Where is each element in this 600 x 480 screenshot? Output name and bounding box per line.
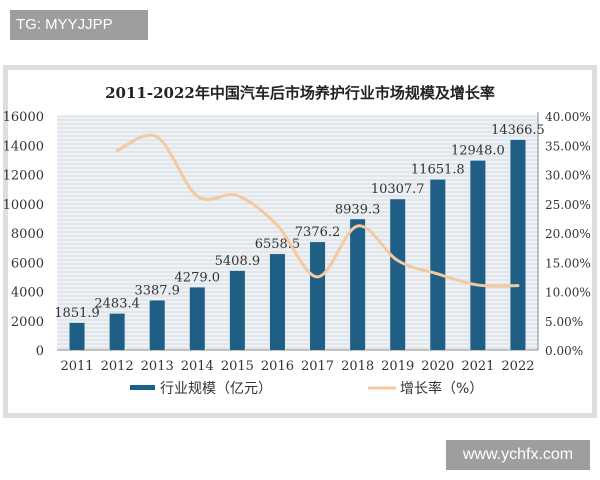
x-tick-label: 2020: [421, 359, 454, 374]
x-tick-label: 2014: [181, 359, 214, 374]
x-tick-label: 2013: [141, 359, 174, 374]
watermark-bottom-right: www.ychfx.com: [446, 440, 590, 470]
right-tick-label: 40.00%: [545, 110, 591, 124]
right-tick-label: 10.00%: [545, 286, 591, 300]
bar-data-label: 10307.7: [371, 182, 425, 197]
left-tick-label: 10000: [3, 198, 44, 213]
right-tick-label: 0.00%: [545, 344, 583, 358]
bar: [189, 287, 205, 350]
right-tick-label: 5.00%: [545, 315, 583, 329]
bar-data-label: 1851.9: [54, 306, 100, 321]
x-tick-label: 2012: [101, 359, 134, 374]
right-tick-label: 35.00%: [545, 139, 591, 153]
left-tick-label: 0: [36, 344, 44, 359]
legend-label-line: 增长率（%）: [400, 380, 483, 397]
bar-data-label: 7376.2: [295, 225, 341, 240]
watermark-top-left: TG: MYYJJPP: [10, 10, 148, 40]
bar: [430, 179, 446, 350]
left-tick-label: 16000: [3, 110, 44, 125]
right-tick-label: 15.00%: [545, 256, 591, 270]
x-tick-label: 2015: [221, 359, 254, 374]
left-tick-label: 14000: [3, 139, 44, 154]
x-tick-label: 2022: [501, 359, 534, 374]
bar-data-label: 11651.8: [411, 163, 465, 178]
bar-data-label: 5408.9: [215, 254, 261, 269]
bar: [350, 219, 366, 350]
right-tick-label: 30.00%: [545, 169, 591, 183]
left-tick-label: 6000: [11, 256, 44, 271]
plot-area: [57, 116, 538, 350]
chart-title: 2011-2022年中国汽车后市场养护行业市场规模及增长率: [105, 84, 495, 102]
left-tick-label: 4000: [11, 286, 44, 301]
left-tick-label: 12000: [3, 169, 44, 184]
bar: [390, 199, 406, 350]
x-tick-label: 2011: [60, 359, 93, 374]
left-tick-label: 2000: [11, 315, 44, 330]
bar-data-label: 14366.5: [491, 123, 545, 138]
bar-data-label: 12948.0: [451, 144, 505, 159]
bar: [149, 300, 165, 350]
bar: [269, 254, 285, 350]
bar: [310, 242, 326, 350]
bar: [109, 313, 125, 350]
bar-data-label: 8939.3: [335, 202, 381, 217]
legend-swatch-bar: [130, 385, 155, 390]
right-tick-label: 25.00%: [545, 198, 591, 212]
x-tick-label: 2016: [261, 359, 294, 374]
x-tick-label: 2021: [461, 359, 494, 374]
bar: [229, 270, 245, 350]
bar: [510, 139, 526, 350]
bar: [470, 160, 486, 350]
bar-data-label: 4279.0: [175, 270, 221, 285]
left-tick-label: 8000: [11, 227, 44, 242]
bar-data-label: 2483.4: [94, 297, 140, 312]
bar: [69, 322, 85, 350]
right-tick-label: 20.00%: [545, 227, 591, 241]
x-tick-label: 2017: [301, 359, 334, 374]
bar-data-label: 3387.9: [134, 283, 180, 298]
x-tick-label: 2018: [341, 359, 374, 374]
x-tick-label: 2019: [381, 359, 414, 374]
legend-label-bar: 行业规模（亿元）: [160, 381, 272, 397]
